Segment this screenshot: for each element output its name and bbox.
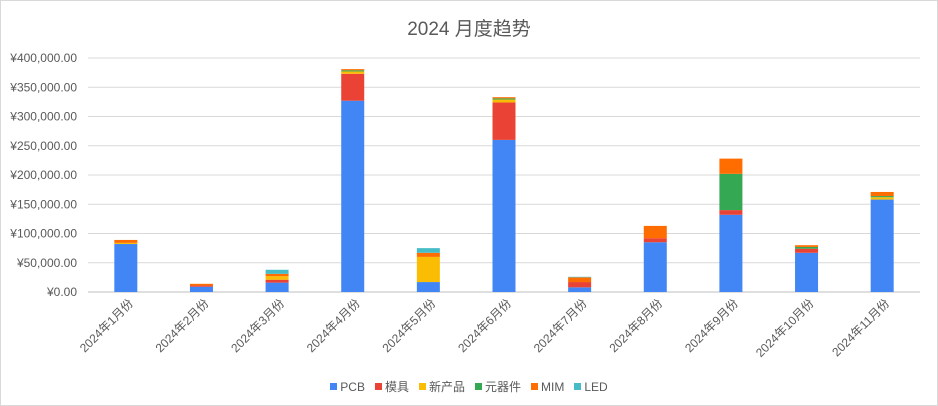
x-tick-label: 2024年2月份: [153, 296, 212, 355]
x-tick-label: 2024年1月份: [77, 296, 136, 355]
bar-segment: [870, 197, 894, 200]
bar-segment: [416, 282, 440, 292]
bar-segment: [719, 158, 743, 174]
bar-segment: [719, 214, 743, 292]
legend-item: PCB: [330, 378, 365, 395]
bar-segment: [795, 248, 819, 253]
legend-item: 新产品: [419, 378, 465, 395]
bar-segment: [265, 279, 289, 283]
x-tick-label: 2024年3月份: [228, 296, 287, 355]
bar-segment: [416, 248, 440, 253]
bar-segment: [568, 277, 592, 283]
legend-swatch: [419, 383, 426, 390]
bar-segment: [492, 99, 516, 103]
bar-segment: [568, 287, 592, 292]
x-tick-label: 2024年11月份: [829, 296, 892, 359]
legend-item: 元器件: [475, 378, 521, 395]
legend-label: 新产品: [429, 380, 466, 394]
bar-segment: [643, 242, 667, 292]
bar-segment: [719, 173, 743, 211]
bar-segment: [265, 282, 289, 292]
bar-segment: [870, 196, 894, 198]
bar-segment: [568, 282, 592, 288]
bar-segment: [189, 286, 213, 292]
bar-segment: [265, 269, 289, 274]
legend-label: 模具: [384, 380, 409, 394]
bar-segment: [114, 242, 138, 245]
bar-segment: [341, 100, 365, 292]
bar-segment: [643, 225, 667, 239]
bar-segment: [492, 102, 516, 140]
y-tick-label: ¥0.00: [46, 285, 77, 299]
legend-label: 元器件: [485, 380, 522, 394]
y-tick-label: ¥50,000.00: [16, 256, 77, 270]
y-tick-label: ¥400,000.00: [9, 51, 77, 65]
bar-segment: [870, 191, 894, 197]
legend-item: 模具: [374, 378, 409, 395]
legend-label: MIM: [541, 379, 565, 394]
bar-segment: [341, 73, 365, 101]
bar-segment: [643, 238, 667, 243]
bar-segment: [568, 276, 592, 278]
bar-segment: [341, 71, 365, 74]
bar-segment: [189, 285, 213, 287]
legend-label: LED: [584, 379, 608, 394]
legend-swatch: [330, 383, 338, 390]
y-tick-label: ¥100,000.00: [9, 227, 77, 241]
bar-segment: [416, 252, 440, 257]
x-tick-label: 2024年4月份: [304, 296, 363, 355]
bar-segment: [114, 239, 138, 243]
bar-segment: [492, 97, 516, 99]
bar-segment: [795, 245, 819, 247]
legend-swatch: [475, 383, 483, 390]
x-tick-label: 2024年10月份: [753, 296, 817, 360]
x-tick-label: 2024年7月份: [531, 296, 590, 355]
chart-title: 2024 月度趋势: [407, 19, 531, 40]
bar-segment: [341, 70, 365, 72]
bar-segment: [492, 139, 516, 292]
bar-segment: [341, 69, 365, 71]
bar-segment: [265, 273, 289, 277]
bar-segment: [265, 276, 289, 280]
bar-segment: [795, 252, 819, 292]
y-tick-label: ¥200,000.00: [9, 168, 77, 182]
x-tick-label: 2024年9月份: [682, 296, 741, 355]
y-tick-label: ¥150,000.00: [9, 197, 77, 211]
bar-segment: [114, 244, 138, 292]
bar-segment: [719, 210, 743, 215]
legend-swatch: [574, 383, 582, 390]
y-tick-label: ¥350,000.00: [9, 80, 77, 94]
y-tick-label: ¥250,000.00: [9, 139, 77, 153]
x-tick-label: 2024年8月份: [606, 296, 665, 355]
bar-segment: [416, 256, 440, 283]
chart-legend: PCB 模具 新产品 元器件 MIM LED: [0, 378, 938, 395]
bar-segment: [189, 283, 213, 286]
bar-segment: [492, 98, 516, 100]
x-tick-label: 2024年6月份: [455, 296, 514, 355]
legend-item: MIM: [531, 378, 564, 395]
legend-label: PCB: [340, 379, 365, 394]
legend-swatch: [531, 383, 539, 390]
bar-segment: [795, 246, 819, 249]
x-tick-label: 2024年5月份: [380, 296, 439, 355]
bar-segment: [870, 199, 894, 292]
legend-item: LED: [574, 378, 608, 395]
legend-swatch: [374, 383, 382, 390]
y-tick-label: ¥300,000.00: [9, 110, 77, 124]
